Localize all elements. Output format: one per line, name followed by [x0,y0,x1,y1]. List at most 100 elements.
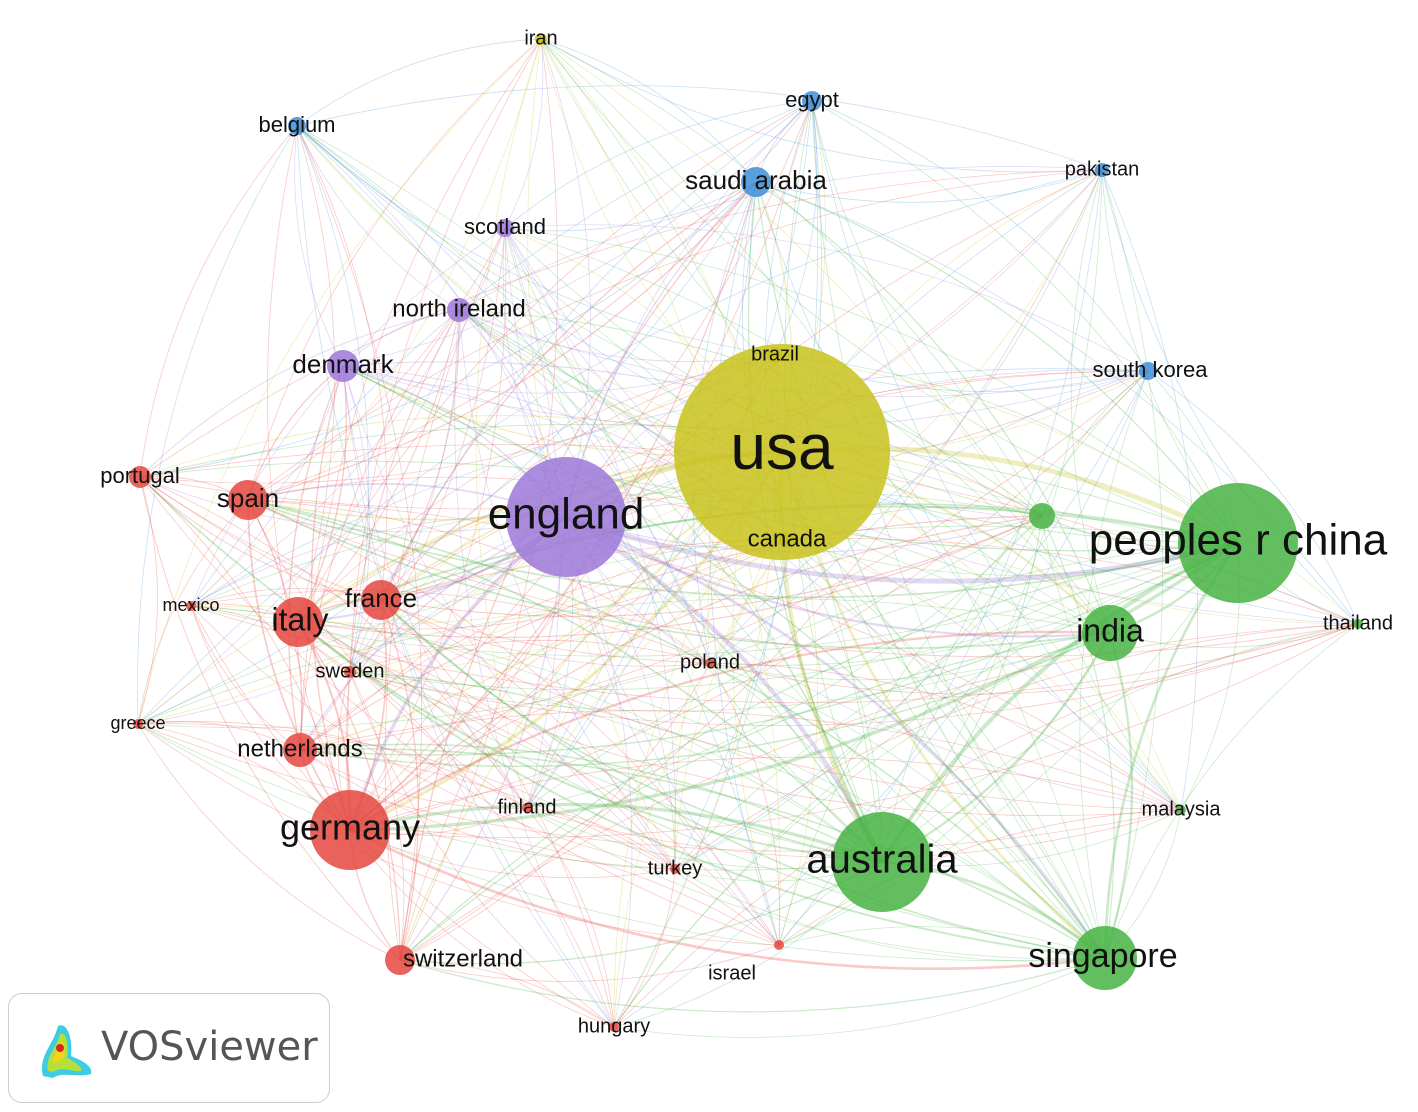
edge [504,100,813,229]
edge [349,671,883,863]
edge [190,605,1106,959]
edge [349,632,1111,712]
edge [299,748,1106,959]
edge [504,227,883,863]
edge [297,309,460,623]
edge [380,599,676,870]
node-label: france [345,583,417,613]
edge [565,516,780,946]
edge [296,125,883,863]
edge [247,499,351,831]
edge [349,539,788,831]
edge [349,630,1111,831]
edge [811,100,1106,959]
edge [137,38,542,725]
node [1178,483,1298,603]
edge [458,309,676,870]
edge [297,100,813,623]
edge [299,539,788,751]
node-label: thailand [1323,612,1393,634]
edge [247,499,711,664]
node-label: iran [524,27,557,49]
node-label: north ireland [392,295,525,322]
edge [247,499,1182,811]
edge [709,181,780,946]
edge [139,476,528,809]
node [1095,163,1109,177]
edge [565,100,813,518]
edge [139,370,1149,510]
edge [190,365,344,607]
logo-text: VOSviewer [101,1024,318,1070]
edge [613,632,1111,1028]
edge [296,125,1111,634]
edge [504,227,1182,811]
edge [613,100,819,1028]
edge [755,181,1111,634]
edge [613,868,676,1028]
edge [296,125,423,961]
node [361,580,401,620]
edge [755,181,1182,811]
edge [137,723,1106,962]
edge [297,621,1182,816]
edge [137,723,1182,852]
edge [247,499,1239,599]
node-label: netherlands [237,735,362,762]
edge [540,38,757,183]
edge [137,499,249,725]
node [447,298,471,322]
edge [399,542,1239,961]
edge [380,599,883,863]
edge [139,460,1111,634]
edge [380,599,419,961]
node-label: hungary [578,1015,650,1037]
node [506,457,626,577]
edge [297,515,1043,638]
edge [296,38,542,127]
edge [454,309,615,1028]
edge [296,125,711,664]
node [133,719,143,729]
edge [139,476,1182,811]
edge [881,515,1043,863]
edge [526,542,1239,809]
node-label: sweden [316,660,385,682]
node-label: denmark [292,349,394,379]
edge [349,100,813,831]
edge [297,621,1106,960]
edge [190,309,460,607]
edge [613,623,1359,1028]
edge [778,632,1111,946]
edge [299,749,676,870]
node [774,940,784,950]
edge [526,181,757,809]
edge [190,605,676,870]
edge [294,125,344,367]
edge [399,623,1359,961]
edge [139,476,401,961]
edge [475,38,542,809]
edge [137,598,1111,725]
edge [299,749,780,946]
edge [137,723,401,961]
edge [458,309,711,664]
edge [526,539,788,809]
edge [346,309,460,831]
edge [565,515,1111,638]
edge [190,605,301,751]
edge [1041,515,1115,959]
edge [540,38,1103,173]
node-label: singapore [1028,937,1177,975]
edge [137,169,1103,725]
edge [137,723,883,871]
edge [399,662,711,961]
edge [778,926,1106,959]
logo-box: VOSviewer [8,993,330,1103]
edge [296,125,776,356]
edge [139,169,1103,478]
node [228,480,268,520]
node-label: india [1076,612,1144,648]
node-label: portugal [100,463,180,488]
edge [137,720,301,751]
